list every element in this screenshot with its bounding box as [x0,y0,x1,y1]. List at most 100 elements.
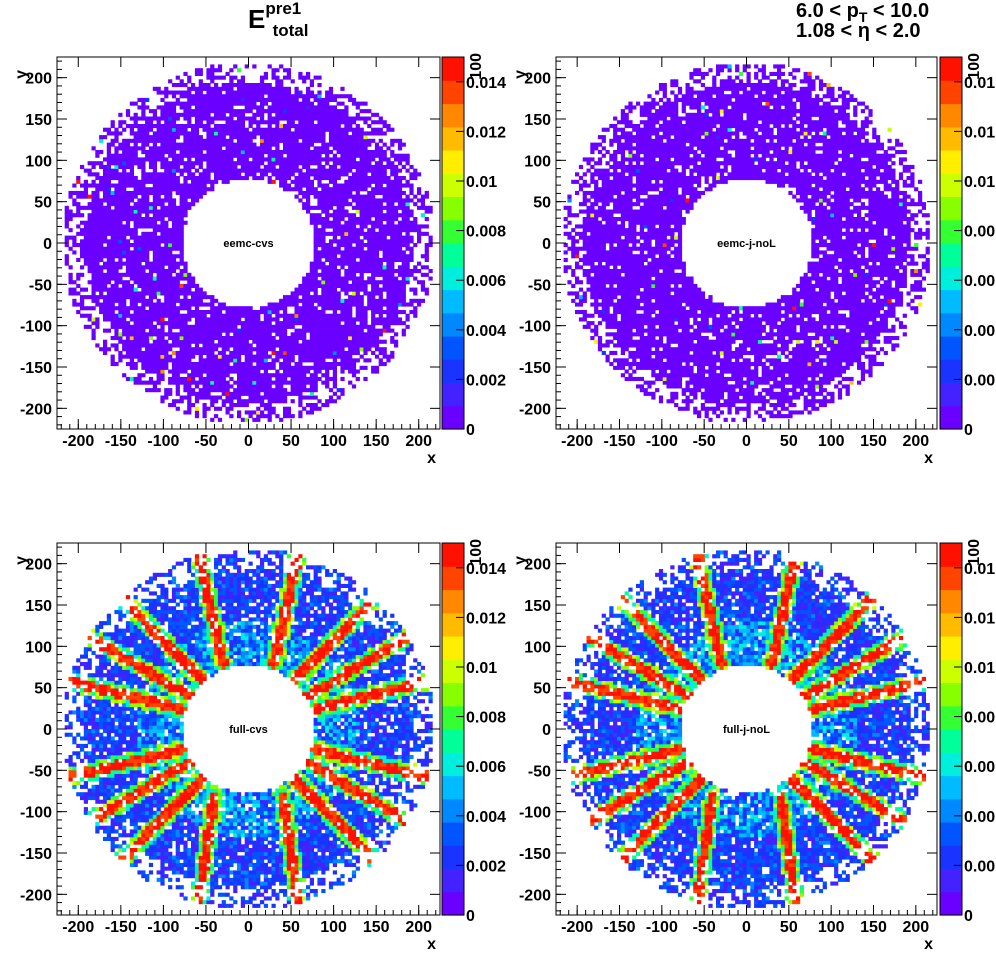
colorbar-tick-label: 0.004 [466,323,506,340]
x-tick-label: 0 [742,433,751,450]
y-tick-label: -100 [20,805,52,822]
colorbar-swatch [442,799,464,823]
colorbar-tick-label: 0.01 [964,124,995,141]
colorbar-swatch [442,127,464,151]
x-tick-label: -200 [561,433,593,450]
y-tick-label: -100 [519,805,551,822]
colorbar-tick-label: 0 [964,422,973,439]
y-tick-label: 150 [25,112,52,129]
colorbar-swatch [442,266,464,290]
colorbar-swatch [940,613,962,637]
colorbar-tick-label: 0.00 [964,372,995,389]
x-tick-label: 150 [363,433,390,450]
x-tick-label: -200 [62,919,94,936]
colorbar-swatch [940,57,962,81]
colorbar-swatch [940,150,962,174]
x-tick-label: -50 [194,919,217,936]
x-axis-label: x [924,936,933,953]
y-tick-label: 150 [524,112,551,129]
colorbar-exponent-label: 100 [468,53,485,80]
colorbar-swatch [442,729,464,753]
colorbar-tick-label: 0 [466,908,475,925]
colorbar-swatch [940,683,962,707]
colorbar-swatch [442,220,464,244]
x-tick-label: 100 [320,919,347,936]
y-tick-label: 50 [34,195,52,212]
colorbar-swatch [940,406,962,430]
colorbar-tick-label: 0 [466,422,475,439]
x-tick-label: 0 [742,919,751,936]
colorbar-swatch [442,590,464,614]
x-tick-label: 150 [860,433,887,450]
colorbar-tick-label: 0.00 [964,224,995,241]
y-tick-label: 0 [542,236,551,253]
y-tick-label: -50 [528,277,551,294]
colorbar-tick-label: 0.004 [466,809,506,826]
colorbar-swatch [442,543,464,567]
x-tick-label: -50 [693,433,716,450]
colorbar-tick-label: 0.00 [964,710,995,727]
colorbar-exponent-label: 100 [966,539,983,566]
x-tick-label: 200 [405,433,432,450]
colorbar-tick-label: 0.00 [964,809,995,826]
x-tick-label: 200 [902,433,929,450]
panel-full-cvs: -200 -150 -100 -50 0 50 100 150 200x-200-150-100… [13,539,506,953]
x-tick-label: 50 [780,919,798,936]
y-tick-label: 0 [43,722,52,739]
y-tick-label: -200 [20,401,52,418]
colorbar-swatch [940,892,962,916]
y-tick-label: -150 [20,360,52,377]
colorbar-swatch [442,706,464,730]
x-tick-label: 200 [902,919,929,936]
y-tick-label: -50 [29,763,52,780]
colorbar-swatch [442,290,464,314]
colorbar-tick-label: 0.00 [964,273,995,290]
y-tick-label: 150 [524,598,551,615]
colorbar-swatch [940,243,962,267]
x-tick-label: 150 [860,919,887,936]
colorbar-tick-label: 0.00 [964,759,995,776]
x-tick-label: 0 [244,919,253,936]
y-tick-label: 50 [34,681,52,698]
x-tick-label: -150 [603,433,635,450]
colorbar-swatch [940,869,962,893]
colorbar-swatch [442,383,464,407]
y-tick-label: 100 [25,639,52,656]
colorbar-tick-label: 0.002 [466,372,506,389]
x-tick-label: -100 [147,433,179,450]
x-tick-label: 100 [818,919,845,936]
colorbar-swatch [442,613,464,637]
y-tick-label: 100 [524,639,551,656]
y-tick-label: 50 [533,681,551,698]
y-tick-label: 150 [25,598,52,615]
colorbar-swatch [442,57,464,81]
colorbar-tick-label: 0.01 [964,174,995,191]
panel-label: eemc-j-noL [717,238,776,250]
x-tick-label: 50 [780,433,798,450]
colorbar-swatch [940,706,962,730]
y-tick-label: -150 [20,846,52,863]
colorbar-swatch [442,336,464,360]
x-tick-label: 200 [405,919,432,936]
x-tick-label: -100 [646,433,678,450]
colorbar-swatch [442,776,464,800]
colorbar-swatch [442,822,464,846]
panel-label: full-j-noL [723,724,770,736]
colorbar-swatch [442,80,464,104]
y-tick-label: -50 [528,763,551,780]
colorbar-swatch [442,406,464,430]
colorbar-swatch [442,659,464,683]
y-tick-label: -200 [519,887,551,904]
y-tick-label: 0 [43,236,52,253]
colorbar-swatch [442,173,464,197]
colorbar-swatch [940,220,962,244]
x-tick-label: 100 [320,433,347,450]
colorbar-exponent-label: 100 [468,539,485,566]
colorbar-swatch [940,290,962,314]
colorbar-swatch [940,173,962,197]
